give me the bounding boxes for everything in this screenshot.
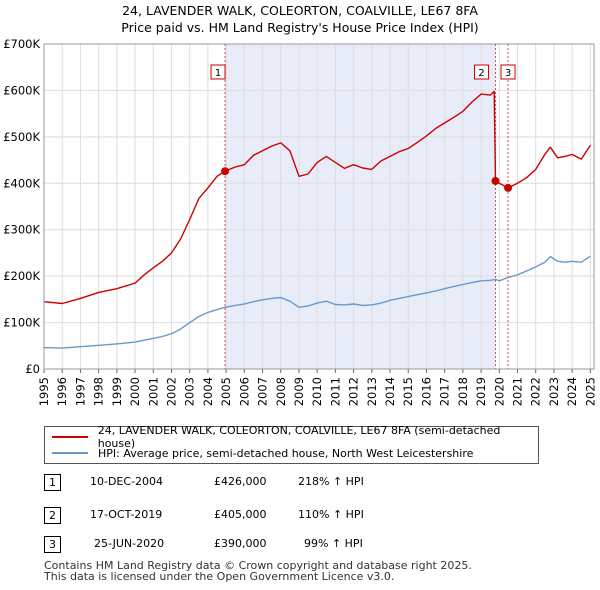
sale-number: 3 <box>44 536 61 553</box>
legend-label-property: 24, LAVENDER WALK, COLEORTON, COALVILLE,… <box>97 424 501 450</box>
x-tick-label: 2008 <box>274 377 288 406</box>
sale-number: 2 <box>44 507 61 524</box>
y-tick-label: £600K <box>3 83 40 97</box>
y-tick-label: £400K <box>3 176 40 190</box>
x-tick-label: 2018 <box>456 377 470 406</box>
x-tick-label: 2014 <box>383 377 397 406</box>
x-tick-label: 2013 <box>365 377 379 406</box>
chart-title: 24, LAVENDER WALK, COLEORTON, COALVILLE,… <box>0 2 600 36</box>
legend-swatch-property <box>52 436 88 438</box>
x-tick-label: 2005 <box>219 377 233 406</box>
x-tick-label: 2020 <box>492 377 506 406</box>
sale-row: 3 25-JUN-2020 £390,000 99% ↑ HPI <box>44 536 464 553</box>
footer-line-1: Contains HM Land Registry data © Crown c… <box>44 559 472 572</box>
sale-hpi-change: 99% ↑ HPI <box>304 537 363 550</box>
sale-label-box <box>473 64 489 80</box>
sale-labels: 1 2 3 <box>210 64 516 80</box>
sale-label-box <box>500 64 516 80</box>
x-tick-label: 2010 <box>310 377 324 406</box>
x-tick-label: 2025 <box>583 377 597 406</box>
sale-price: £390,000 <box>214 537 267 550</box>
y-axis: £0 £100K £200K £300K £400K £500K £600K £700K <box>3 37 40 376</box>
title-line-1: 24, LAVENDER WALK, COLEORTON, COALVILLE,… <box>122 3 478 18</box>
legend-item-property: 24, LAVENDER WALK, COLEORTON, COALVILLE,… <box>45 424 538 450</box>
sale-hpi-change: 110% ↑ HPI <box>298 508 364 521</box>
x-tick-label: 2007 <box>256 377 270 406</box>
sale-label: 3 <box>500 64 516 80</box>
x-tick-label: 2021 <box>511 377 525 406</box>
x-tick-label: 2022 <box>529 377 543 406</box>
sale-date: 17-OCT-2019 <box>90 508 163 521</box>
footer: Contains HM Land Registry data © Crown c… <box>44 560 472 582</box>
sale-row: 1 10-DEC-2004 £426,000 218% ↑ HPI <box>44 474 464 491</box>
y-tick-label: £100K <box>3 316 40 330</box>
sale-hpi-change: 218% ↑ HPI <box>298 475 364 488</box>
sale-price: £405,000 <box>214 508 267 521</box>
legend-item-hpi: HPI: Average price, semi-detached house,… <box>45 445 473 461</box>
legend-swatch-hpi <box>52 452 88 454</box>
x-tick-label: 2001 <box>146 377 160 406</box>
x-tick-label: 2004 <box>201 377 215 406</box>
sale-date: 10-DEC-2004 <box>90 475 164 488</box>
x-tick-label: 2011 <box>328 377 342 406</box>
x-tick-label: 2023 <box>547 377 561 406</box>
x-tick-label: 2000 <box>128 377 142 406</box>
x-tick-label: 1995 <box>37 377 51 406</box>
sale-label: 1 <box>210 64 226 80</box>
plot-border <box>43 43 595 370</box>
sale-point <box>491 176 500 185</box>
x-tick-label: 2019 <box>474 377 488 406</box>
sale-label-text: 2 <box>478 68 484 79</box>
sale-label-box <box>210 64 226 80</box>
legend: 24, LAVENDER WALK, COLEORTON, COALVILLE,… <box>44 424 539 464</box>
x-tick-label: 2015 <box>401 377 415 406</box>
x-axis: 1995 1996 1997 1998 1999 2000 2001 2002 2003 2004… <box>37 369 597 406</box>
x-tick-label: 2003 <box>183 377 197 406</box>
sale-label-text: 1 <box>215 68 221 79</box>
x-tick-label: 2012 <box>347 377 361 406</box>
price-chart: 1 2 3 £0 £100K £200K £300K £400K £500K £600K £700… <box>3 37 597 406</box>
footer-line-2: This data is licensed under the Open Gov… <box>44 570 395 583</box>
x-tick-label: 1997 <box>73 377 87 406</box>
y-tick-label: £300K <box>3 223 40 237</box>
x-tick-label: 2002 <box>164 377 178 406</box>
x-tick-label: 2006 <box>237 377 251 406</box>
x-tick-label: 2024 <box>565 377 579 406</box>
sale-date: 25-JUN-2020 <box>94 537 165 550</box>
hpi-line <box>43 255 591 349</box>
legend-label-hpi: HPI: Average price, semi-detached house,… <box>98 446 474 460</box>
x-tick-label: 2017 <box>438 377 452 406</box>
y-tick-label: £500K <box>3 130 40 144</box>
y-tick-label: £200K <box>3 269 40 283</box>
title-line-2: Price paid vs. HM Land Registry's House … <box>121 20 479 35</box>
x-tick-label: 2016 <box>419 377 433 406</box>
sale-points <box>221 167 513 192</box>
y-tick-label: £700K <box>3 37 40 51</box>
y-tick-label: £0 <box>25 362 40 376</box>
sale-point <box>221 167 230 176</box>
sale-number: 1 <box>44 474 61 491</box>
shaded-period <box>225 44 496 369</box>
sale-point <box>504 183 513 192</box>
sale-row: 2 17-OCT-2019 £405,000 110% ↑ HPI <box>44 507 464 524</box>
sale-label-text: 3 <box>505 68 511 79</box>
sale-price: £426,000 <box>214 475 267 488</box>
x-tick-label: 1996 <box>55 377 69 406</box>
sale-label: 2 <box>473 64 489 80</box>
x-tick-label: 1998 <box>92 377 106 406</box>
x-tick-label: 1999 <box>110 377 124 406</box>
x-tick-label: 2009 <box>292 377 306 406</box>
